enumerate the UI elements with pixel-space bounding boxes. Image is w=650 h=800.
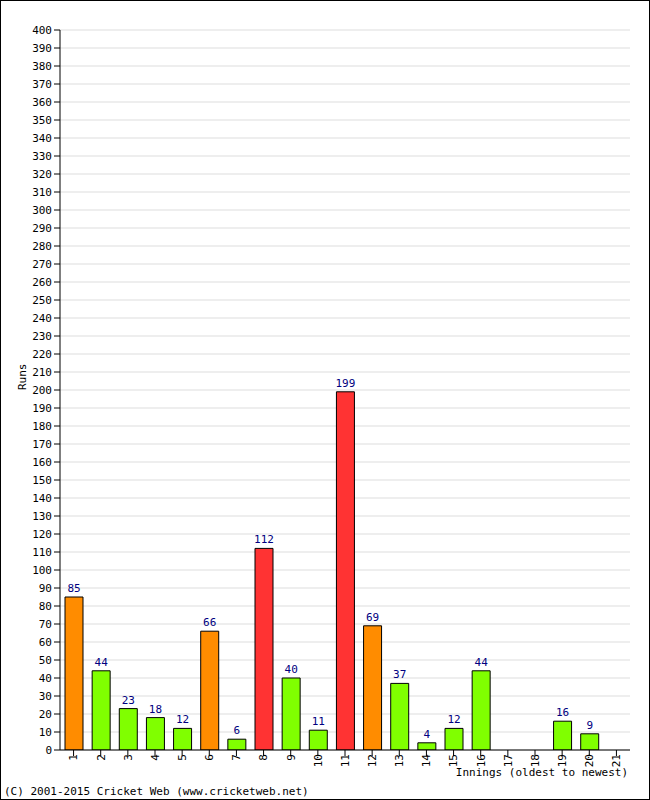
svg-text:60: 60	[39, 636, 52, 649]
svg-text:4: 4	[424, 728, 431, 741]
svg-text:15: 15	[447, 754, 460, 767]
svg-text:20: 20	[583, 754, 596, 767]
svg-text:199: 199	[335, 377, 355, 390]
svg-text:16: 16	[556, 706, 569, 719]
svg-text:85: 85	[67, 582, 80, 595]
svg-text:200: 200	[32, 384, 52, 397]
svg-text:2: 2	[95, 754, 108, 761]
svg-text:260: 260	[32, 276, 52, 289]
svg-text:12: 12	[447, 713, 460, 726]
svg-text:170: 170	[32, 438, 52, 451]
svg-text:250: 250	[32, 294, 52, 307]
svg-text:11: 11	[312, 715, 325, 728]
svg-text:18: 18	[149, 703, 162, 716]
svg-text:40: 40	[39, 672, 52, 685]
svg-text:290: 290	[32, 222, 52, 235]
svg-text:12: 12	[176, 713, 189, 726]
svg-text:70: 70	[39, 618, 52, 631]
svg-text:320: 320	[32, 168, 52, 181]
svg-text:380: 380	[32, 60, 52, 73]
svg-text:112: 112	[254, 533, 274, 546]
svg-text:150: 150	[32, 474, 52, 487]
svg-text:44: 44	[95, 656, 109, 669]
svg-text:220: 220	[32, 348, 52, 361]
html-text:Innings (oldest to newest): Innings (oldest to newest)	[455, 766, 628, 779]
svg-text:90: 90	[39, 582, 52, 595]
svg-text:100: 100	[32, 564, 52, 577]
svg-text:210: 210	[32, 366, 52, 379]
svg-text:17: 17	[502, 754, 515, 767]
svg-text:130: 130	[32, 510, 52, 523]
svg-text:3: 3	[122, 754, 135, 761]
svg-text:160: 160	[32, 456, 52, 469]
svg-text:13: 13	[393, 754, 406, 767]
svg-text:0: 0	[45, 744, 52, 757]
svg-text:350: 350	[32, 114, 52, 127]
svg-text:280: 280	[32, 240, 52, 253]
svg-text:23: 23	[122, 694, 135, 707]
svg-text:270: 270	[32, 258, 52, 271]
svg-text:400: 400	[32, 24, 52, 37]
svg-text:4: 4	[149, 754, 162, 761]
svg-text:14: 14	[420, 754, 433, 768]
svg-text:180: 180	[32, 420, 52, 433]
svg-text:340: 340	[32, 132, 52, 145]
svg-text:20: 20	[39, 708, 52, 721]
svg-text:9: 9	[586, 719, 593, 732]
svg-text:10: 10	[39, 726, 52, 739]
svg-text:80: 80	[39, 600, 52, 613]
svg-text:110: 110	[32, 546, 52, 559]
svg-text:37: 37	[393, 668, 406, 681]
svg-text:Runs: Runs	[16, 364, 29, 391]
svg-text:50: 50	[39, 654, 52, 667]
svg-text:300: 300	[32, 204, 52, 217]
svg-text:40: 40	[285, 663, 298, 676]
svg-text:240: 240	[32, 312, 52, 325]
svg-text:140: 140	[32, 492, 52, 505]
svg-text:44: 44	[475, 656, 489, 669]
svg-text:9: 9	[285, 754, 298, 761]
svg-text:21: 21	[610, 754, 623, 767]
svg-text:120: 120	[32, 528, 52, 541]
svg-text:360: 360	[32, 96, 52, 109]
svg-text:30: 30	[39, 690, 52, 703]
svg-text:330: 330	[32, 150, 52, 163]
svg-text:8: 8	[257, 754, 270, 761]
svg-text:16: 16	[475, 754, 488, 767]
svg-text:390: 390	[32, 42, 52, 55]
svg-text:370: 370	[32, 78, 52, 91]
svg-text:6: 6	[203, 754, 216, 761]
svg-text:190: 190	[32, 402, 52, 415]
svg-text:1: 1	[67, 754, 80, 761]
svg-text:7: 7	[230, 754, 243, 761]
svg-text:19: 19	[556, 754, 569, 767]
svg-text:5: 5	[176, 754, 189, 761]
html-text:(C) 2001-2015 Cricket Web (www: (C) 2001-2015 Cricket Web (www.cricketwe…	[4, 785, 309, 798]
svg-text:18: 18	[529, 754, 542, 767]
svg-text:11: 11	[339, 754, 352, 767]
svg-text:12: 12	[366, 754, 379, 767]
svg-text:230: 230	[32, 330, 52, 343]
svg-text:69: 69	[366, 611, 379, 624]
svg-text:10: 10	[312, 754, 325, 767]
svg-text:66: 66	[203, 616, 216, 629]
svg-text:310: 310	[32, 186, 52, 199]
svg-text:6: 6	[234, 724, 241, 737]
